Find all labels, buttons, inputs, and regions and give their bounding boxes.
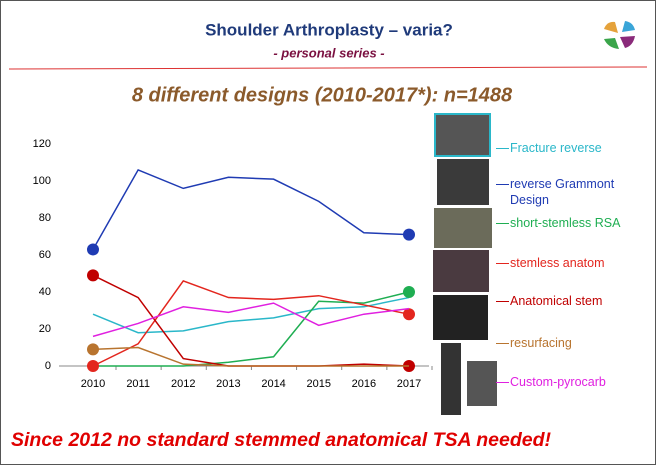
legend-label: reverse Grammont Design [510, 177, 614, 207]
series-line [93, 348, 409, 367]
legend-swatch [496, 263, 509, 264]
end-marker [403, 229, 415, 241]
x-tick-label: 2017 [397, 378, 421, 390]
end-marker [87, 343, 99, 355]
legend-swatch [496, 184, 509, 185]
end-marker [87, 360, 99, 372]
series-line [93, 281, 409, 366]
divider [9, 67, 647, 69]
legend-entry: stemless anatom [510, 255, 635, 271]
chart-title: Shoulder Arthroplasty – varia? [205, 20, 453, 39]
x-tick-label: 2015 [306, 378, 330, 390]
legend-label: resurfacing [510, 336, 572, 350]
end-marker [87, 269, 99, 281]
y-tick-label: 100 [33, 175, 51, 187]
y-tick-label: 0 [45, 360, 51, 372]
footnote: Since 2012 no standard stemmed anatomica… [11, 429, 552, 451]
y-tick-label: 60 [39, 249, 51, 261]
legend-label: Custom-pyrocarb [510, 375, 606, 389]
end-marker [403, 286, 415, 298]
x-tick-label: 2011 [126, 378, 150, 390]
end-marker [403, 308, 415, 320]
implant-images [433, 114, 497, 415]
legend-entry: short-stemless RSA [510, 215, 635, 231]
y-tick-label: 120 [33, 138, 51, 150]
y-tick-label: 40 [39, 286, 51, 298]
legend-swatch [496, 382, 509, 383]
legend-label: Fracture reverse [510, 141, 602, 155]
logo [604, 21, 635, 49]
x-tick-label: 2013 [216, 378, 240, 390]
series-line [93, 292, 409, 366]
chart: Shoulder Arthroplasty – varia? - persona… [1, 1, 655, 464]
x-tick-label: 2014 [261, 378, 285, 390]
legend-swatch [496, 343, 509, 344]
legend-entry: reverse Grammont Design [510, 176, 635, 208]
x-tick-label: 2016 [352, 378, 376, 390]
x-tick-label: 2012 [171, 378, 195, 390]
legend-swatch [496, 223, 509, 224]
series-line [93, 275, 409, 366]
legend-entry: Fracture reverse [510, 140, 635, 156]
legend-entry: Anatomical stem [510, 293, 635, 309]
y-tick-label: 20 [39, 323, 51, 335]
series-line [93, 170, 409, 250]
legend-label: Anatomical stem [510, 294, 602, 308]
chart-subtitle: - personal series - [273, 45, 384, 60]
y-tick-label: 80 [39, 212, 51, 224]
legend-entry: resurfacing [510, 335, 635, 351]
legend-label: short-stemless RSA [510, 216, 620, 230]
slide: Shoulder Arthroplasty – varia? - persona… [0, 0, 656, 465]
legend-swatch [496, 148, 509, 149]
x-tick-label: 2010 [81, 378, 105, 390]
chart-heading: 8 different designs (2010-2017*): n=1488 [132, 84, 513, 106]
legend-entry: Custom-pyrocarb [510, 374, 635, 390]
end-marker [87, 243, 99, 255]
legend-swatch [496, 301, 509, 302]
legend-label: stemless anatom [510, 256, 604, 270]
